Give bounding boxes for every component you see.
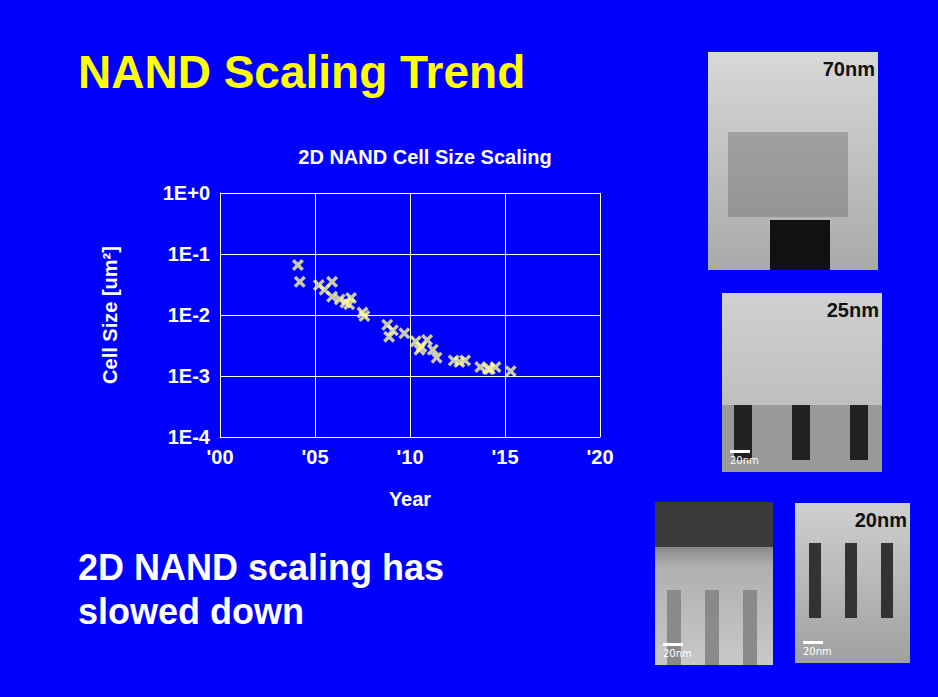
html-text:NAND Scaling Trend: NAND Scaling Trend bbox=[78, 46, 526, 98]
svg-text:'15: '15 bbox=[491, 446, 518, 468]
svg-text:2D NAND Cell Size Scaling: 2D NAND Cell Size Scaling bbox=[298, 146, 551, 168]
html-text:20nm: 20nm bbox=[803, 646, 832, 657]
svg-text:'10: '10 bbox=[396, 446, 423, 468]
svg-text:'20: '20 bbox=[586, 446, 613, 468]
html-text:25nm: 25nm bbox=[826, 299, 879, 321]
svg-text:1E-1: 1E-1 bbox=[168, 243, 210, 265]
svg-text:Cell Size [um²]: Cell Size [um²] bbox=[99, 246, 121, 384]
html-text:70nm: 70nm bbox=[822, 58, 875, 80]
html-text:20nm: 20nm bbox=[730, 455, 759, 466]
html-text:20nm: 20nm bbox=[854, 509, 907, 531]
svg-text:'00: '00 bbox=[206, 446, 233, 468]
html-text:20nm: 20nm bbox=[663, 648, 692, 659]
svg-text:Year: Year bbox=[389, 488, 431, 510]
svg-text:1E-4: 1E-4 bbox=[168, 426, 211, 448]
svg-text:'05: '05 bbox=[301, 446, 328, 468]
html-text:2D NAND scaling has slowed dow: 2D NAND scaling has slowed down bbox=[78, 547, 445, 632]
svg-text:1E-3: 1E-3 bbox=[168, 365, 210, 387]
svg-text:1E-2: 1E-2 bbox=[168, 304, 210, 326]
svg-text:1E+0: 1E+0 bbox=[163, 182, 210, 204]
